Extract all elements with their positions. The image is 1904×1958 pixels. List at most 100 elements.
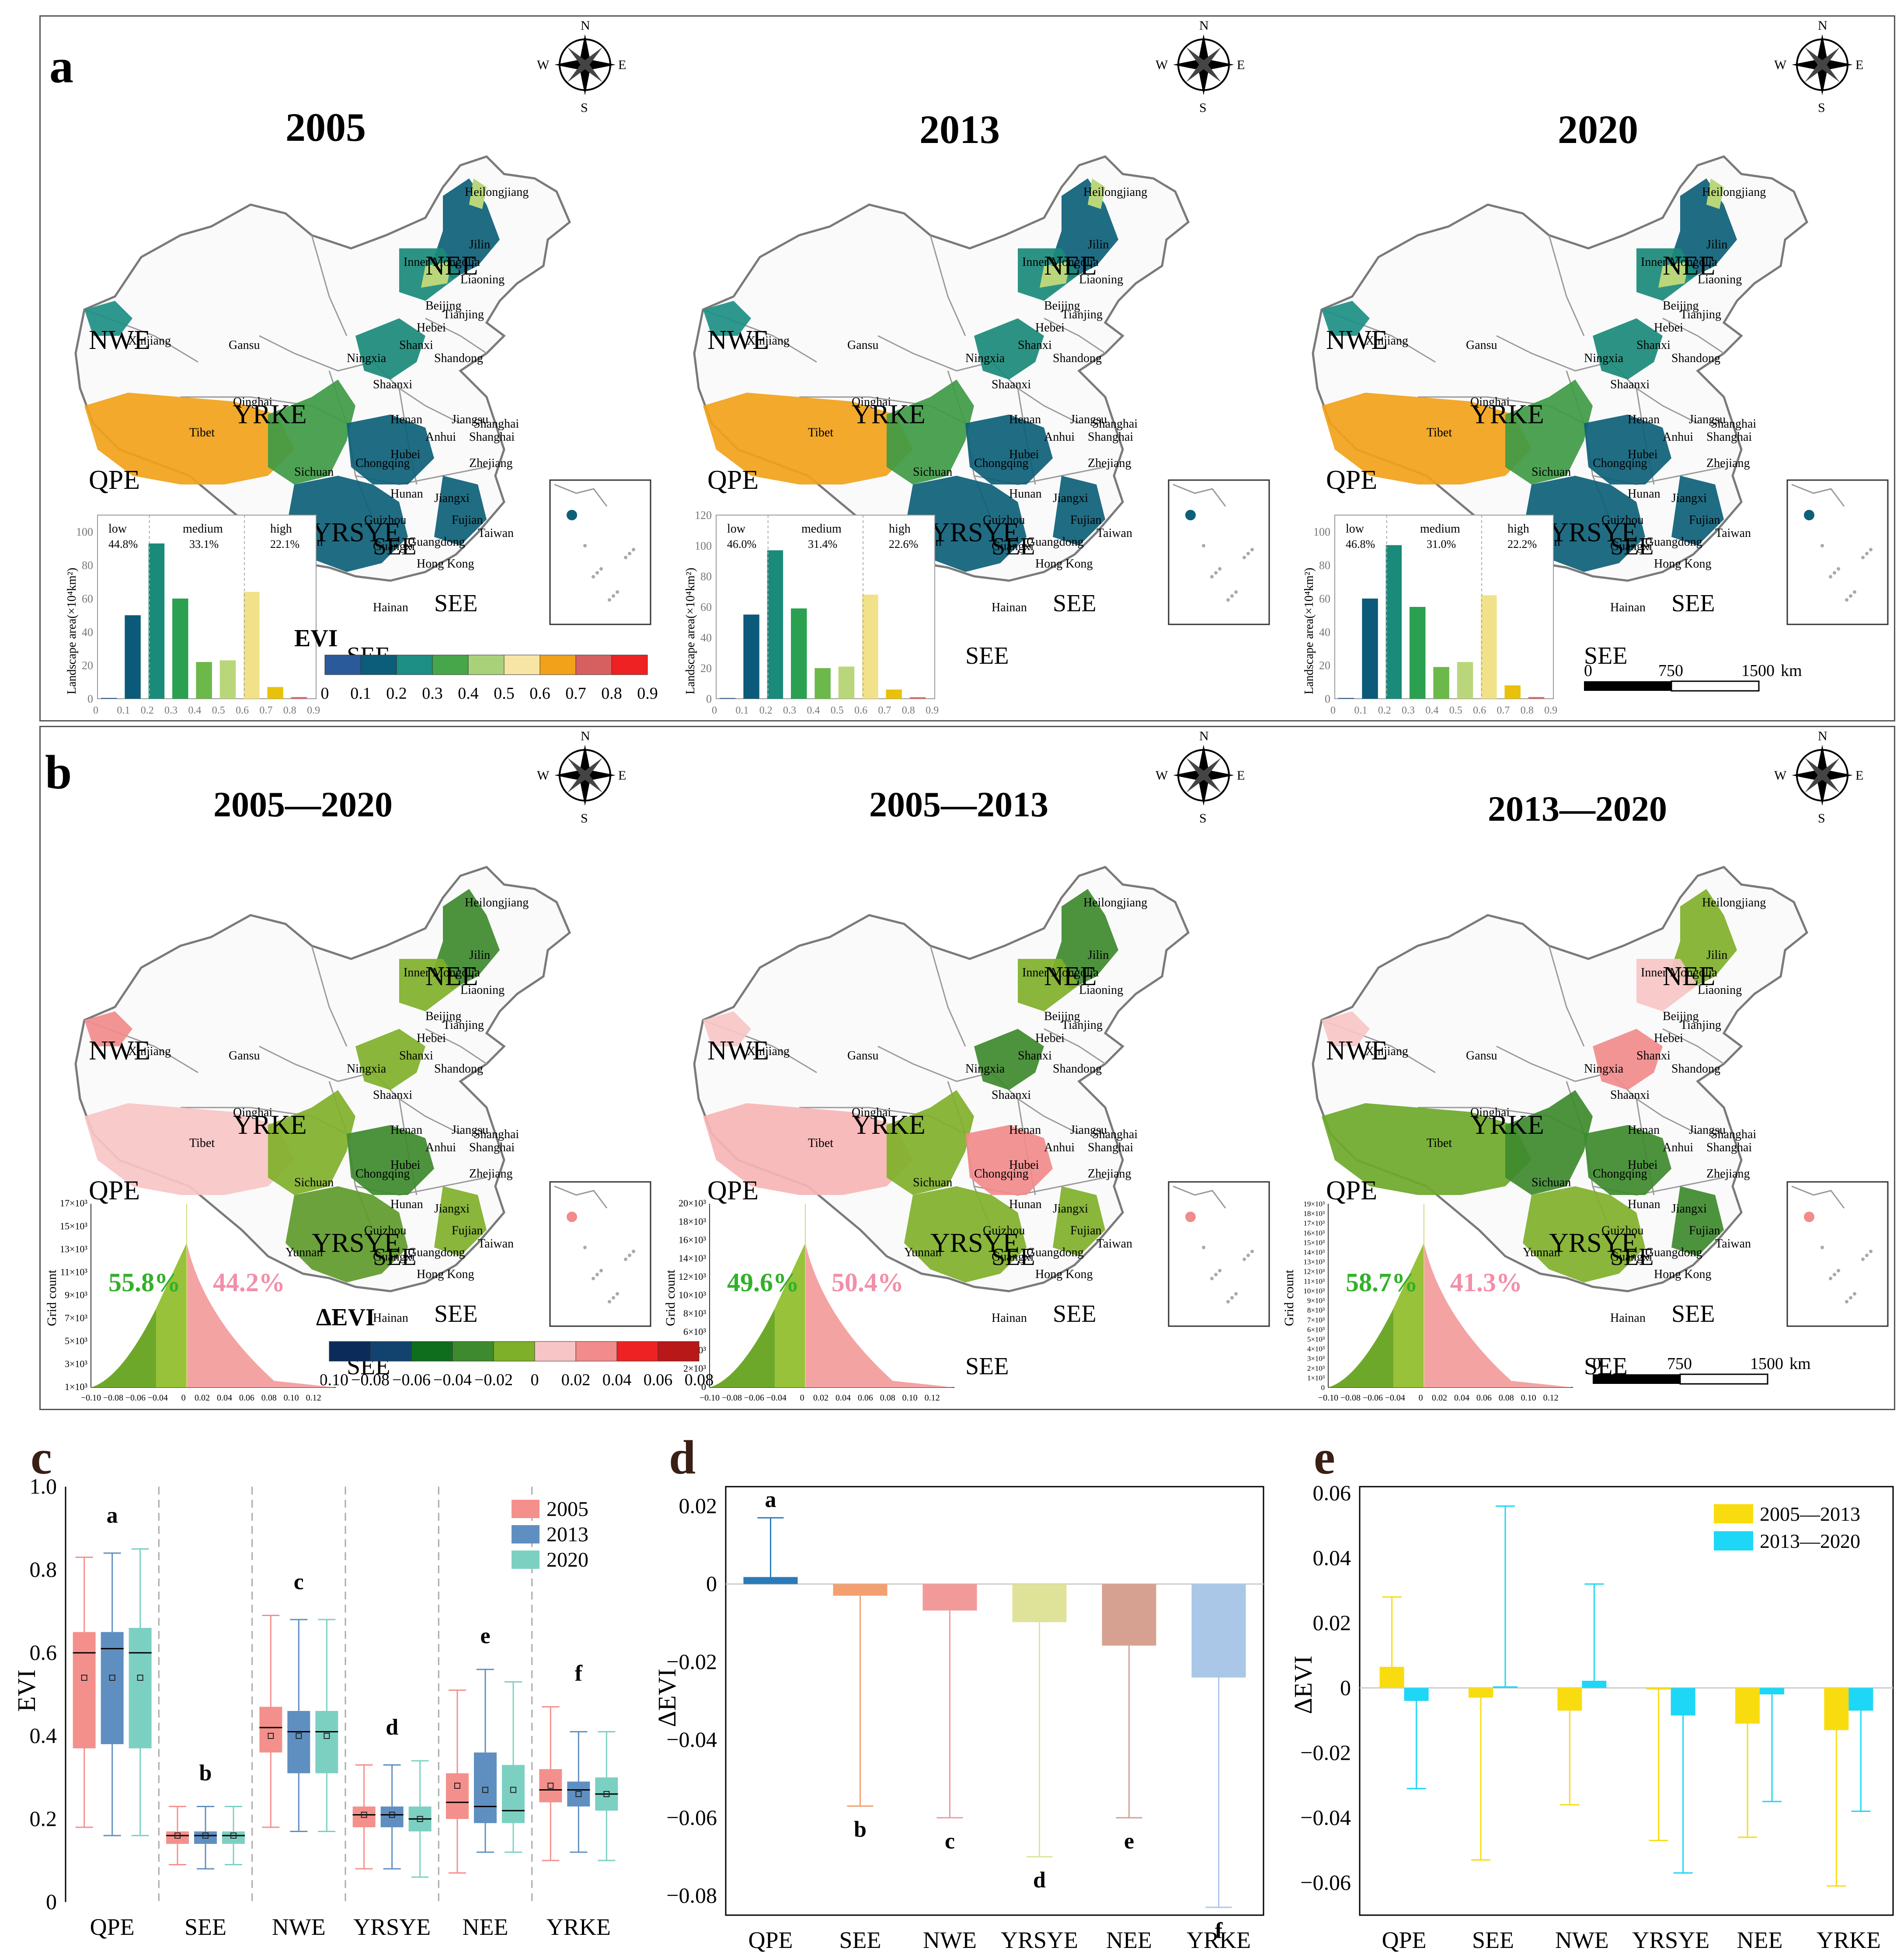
province-label: Hainan	[1610, 601, 1646, 614]
c-box	[380, 1806, 404, 1827]
inset-dot	[595, 1273, 599, 1276]
hist-xtick: −0.04	[1385, 1393, 1405, 1403]
inset-dot	[1230, 1296, 1234, 1300]
evi-region-fill	[703, 393, 913, 484]
inset-dot	[628, 552, 631, 555]
hist-ytick: 17×10³	[1303, 1219, 1325, 1227]
region-label: SEE	[992, 1244, 1035, 1271]
e-bar	[1379, 1667, 1404, 1688]
province-label: Qinghai	[233, 395, 272, 409]
evi-region-fill	[904, 1186, 1027, 1282]
scale-tick: 750	[1658, 662, 1683, 680]
province-label: Hunan	[1628, 1198, 1660, 1211]
hist-xtick: 0.12	[306, 1393, 321, 1403]
inset-coast	[554, 484, 608, 507]
region-label: SEE	[1053, 590, 1096, 617]
bar-xtick: 0.5	[831, 705, 844, 716]
hist-xtick: −0.06	[744, 1393, 764, 1403]
province-label: Xinjiang	[1365, 334, 1408, 348]
inset-island	[567, 510, 577, 520]
province-label: Shaanxi	[373, 378, 412, 391]
inset-dot	[1829, 575, 1832, 578]
c-box	[352, 1806, 376, 1827]
province-label: Jiangxi	[434, 1202, 470, 1216]
province-label: Shandong	[434, 352, 483, 365]
region-label: SEE	[965, 1353, 1009, 1380]
hist-ytick: 2×10³	[1307, 1364, 1325, 1373]
class-label-high: high	[270, 522, 292, 536]
evi-region-fill	[974, 1029, 1044, 1090]
province-label: Shanghai	[469, 1141, 515, 1154]
south-china-sea-inset	[1168, 1181, 1270, 1327]
compass-e: E	[618, 58, 626, 72]
hist-ytick: 9×10³	[1307, 1296, 1325, 1305]
compass-rose-icon: N S E W	[1156, 18, 1245, 115]
bar-ytick: 20	[82, 659, 93, 672]
province-label: Yunnan	[285, 1246, 323, 1259]
province-label: Fujian	[1070, 513, 1102, 527]
evi-boxplot-chart: 0 0.2 0.4 0.6 0.8 1.0 EVI QPE a SEE b NWE c YRSYE d NEE…	[12, 1474, 618, 1940]
legend-swatch	[534, 1341, 576, 1362]
legend-tick: 0.06	[644, 1371, 673, 1389]
compass-w: W	[1774, 58, 1787, 72]
e-bar	[1469, 1688, 1493, 1698]
bar-ytick: 100	[76, 526, 93, 538]
region-label: YRSYE	[1549, 1228, 1638, 1258]
province-label: Guangxi	[992, 1250, 1034, 1264]
hist-neg-pct: 55.8%	[108, 1268, 181, 1297]
province-label: Shandong	[1053, 352, 1102, 365]
province-label: Guangxi	[373, 540, 415, 553]
evi-region-fill	[1706, 178, 1724, 209]
c-ytick: 0.2	[30, 1806, 57, 1831]
province-label: Jiangsu	[1689, 413, 1726, 426]
c-mean-marker	[361, 1812, 367, 1818]
province-label: Fujian	[1689, 513, 1720, 527]
province-label: Zhejiang	[469, 456, 513, 470]
province-label: Ningxia	[347, 1062, 386, 1076]
compass-needle	[567, 758, 602, 793]
province-label: Hunan	[1628, 487, 1660, 501]
province-label: Guangdong	[1027, 1246, 1084, 1259]
hist-xtick: 0.08	[261, 1393, 277, 1403]
class-pct-medium: 31.4%	[808, 538, 837, 550]
hist-xtick: −0.04	[148, 1393, 168, 1403]
inset-dot	[595, 571, 599, 575]
province-border	[877, 1045, 992, 1082]
bar-xtick: 0.9	[926, 705, 939, 716]
e-bar	[1404, 1688, 1429, 1701]
d-bar	[833, 1584, 888, 1596]
bar-ytick: 80	[82, 559, 93, 572]
province-label: Guizhou	[983, 513, 1025, 527]
province-border	[1496, 1045, 1611, 1082]
province-label: Hubei	[1009, 448, 1039, 461]
province-label: Zhejiang	[1088, 1167, 1131, 1181]
hist-ytick: 0	[701, 1381, 706, 1392]
province-label: Guangxi	[373, 1250, 415, 1264]
province-label: Shanghai	[1711, 1128, 1756, 1141]
inset-dot	[1246, 1254, 1250, 1257]
region-label: SEE	[1610, 1244, 1654, 1271]
evi-region-fill	[1322, 1011, 1370, 1046]
region-label: YRKE	[852, 400, 926, 429]
province-label: Taiwan	[1715, 1237, 1751, 1251]
compass-rose-icon: N S E W	[1156, 729, 1245, 826]
province-label: Tianjing	[443, 308, 484, 321]
inset-dot	[1853, 1292, 1856, 1296]
c-mean-marker	[324, 1733, 330, 1739]
evi-region-fill	[887, 380, 974, 484]
province-label: Anhui	[1044, 1141, 1075, 1154]
e-category-label: YRKE	[1817, 1927, 1881, 1953]
compass-n: N	[1818, 729, 1827, 743]
bar-ytick: 60	[82, 592, 93, 605]
hist-xtick: 0.02	[813, 1393, 828, 1403]
province-label: Heilongjiang	[465, 896, 529, 909]
province-label: Jilin	[1088, 238, 1109, 251]
hist-ytick: 17×10³	[60, 1198, 87, 1209]
map-b-1: NWE QPE YRKE NEE YRSYE SEE SEE SEE Heilongjiang J…	[659, 727, 1278, 1409]
region-label: NWE	[707, 1036, 769, 1066]
province-label: Shanghai	[1706, 1141, 1752, 1154]
bar-ytick: 40	[1319, 626, 1330, 638]
inset-dot	[592, 575, 595, 578]
compass-rose-icon: N S E W	[537, 18, 626, 115]
province-label: Inner Mongolia	[1022, 966, 1099, 979]
